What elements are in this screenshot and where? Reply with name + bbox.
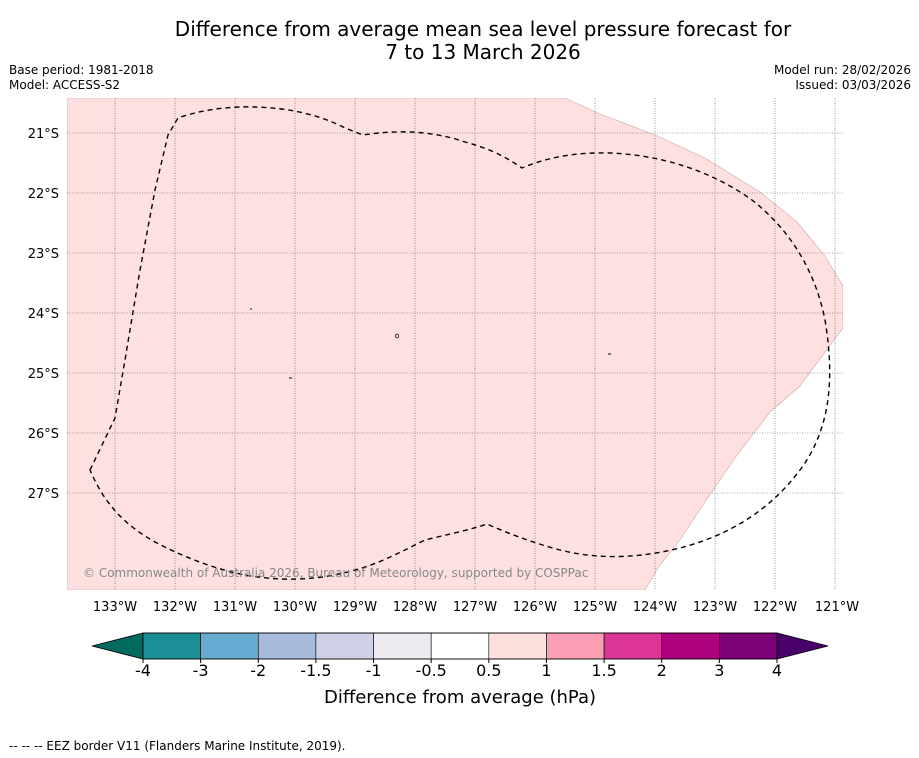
lon-label: 133°W — [93, 600, 137, 615]
lon-label: 131°W — [213, 600, 257, 615]
lon-label: 132°W — [153, 600, 197, 615]
lat-label: 23°S — [28, 247, 59, 262]
lon-label: 125°W — [573, 600, 617, 615]
colorbar-cell — [257, 632, 317, 660]
lat-label: 25°S — [28, 367, 59, 382]
colorbar-cell — [719, 632, 778, 660]
colorbar-tick-label: -0.5 — [416, 661, 447, 680]
map-title: Difference from average mean sea level p… — [0, 18, 919, 64]
colorbar: -4 -3 -2 -1.5 -1 -0.5 0.5 1 1.5 2 3 4 Difference fr… — [91, 632, 829, 708]
colorbar-cell — [200, 632, 259, 660]
colorbar-tick-label: 1 — [541, 661, 551, 680]
lat-label: 27°S — [28, 487, 59, 502]
lon-labels: 133°W 132°W 131°W 130°W 129°W 128°W 127°… — [93, 600, 859, 615]
colorbar-tick-label: -2 — [250, 661, 266, 680]
lon-label: 129°W — [333, 600, 377, 615]
colorbar-cell — [546, 632, 605, 660]
anomaly-shade — [67, 98, 843, 590]
lon-label: 124°W — [633, 600, 677, 615]
colorbar-tick-label: 0.5 — [476, 661, 501, 680]
lon-label: 123°W — [693, 600, 737, 615]
model-run: Model run: 28/02/2026 — [773, 63, 911, 77]
title-line-1: Difference from average mean sea level p… — [174, 17, 792, 41]
colorbar-tick-label: -3 — [193, 661, 209, 680]
colorbar-cell — [488, 632, 547, 660]
lon-label: 130°W — [273, 600, 317, 615]
colorbar-tick-label: 2 — [657, 661, 667, 680]
colorbar-tick-label: 3 — [714, 661, 724, 680]
colorbar-cell — [430, 632, 490, 660]
colorbar-frame — [142, 632, 778, 660]
meta-right: Model run: 28/02/2026 Issued: 03/03/2026 — [774, 63, 911, 93]
colorbar-high-extend — [776, 632, 829, 660]
colorbar-tick-label: -1 — [366, 661, 382, 680]
lat-label: 26°S — [28, 427, 59, 442]
issued-date: Issued: 03/03/2026 — [795, 78, 911, 92]
title-line-2: 7 to 13 March 2026 — [385, 40, 581, 64]
colorbar-label: Difference from average (hPa) — [324, 687, 596, 708]
base-period: Base period: 1981-2018 — [9, 63, 154, 77]
model-name: Model: ACCESS-S2 — [9, 78, 121, 92]
copyright-text: © Commonwealth of Australia 2026, Bureau… — [83, 566, 588, 580]
colorbar-tick-label: -1.5 — [300, 661, 331, 680]
island-2 — [394, 333, 399, 339]
colorbar-cell — [142, 632, 201, 660]
lon-label: 121°W — [815, 600, 859, 615]
island-1 — [250, 308, 252, 310]
lon-label: 128°W — [393, 600, 437, 615]
meta-left: Base period: 1981-2018 Model: ACCESS-S2 — [9, 63, 154, 93]
footer-note: -- -- -- EEZ border V11 (Flanders Marine… — [9, 739, 346, 753]
colorbar-cell — [661, 632, 720, 660]
graticule — [67, 98, 843, 590]
eez-border — [89, 106, 831, 580]
colorbar-cell — [603, 632, 663, 660]
colorbar-cell — [315, 632, 374, 660]
colorbar-tick-label: 4 — [772, 661, 782, 680]
colorbar-tick-label: 1.5 — [591, 661, 616, 680]
lon-label: 122°W — [753, 600, 797, 615]
colorbar-low-extend — [91, 632, 144, 660]
colorbar-cell — [373, 632, 432, 660]
lon-label: 126°W — [513, 600, 557, 615]
map-area: © Commonwealth of Australia 2026, Bureau… — [67, 98, 843, 590]
lat-label: 24°S — [28, 307, 59, 322]
lat-label: 22°S — [28, 187, 59, 202]
lat-label: 21°S — [28, 127, 59, 142]
colorbar-tick-label: -4 — [135, 661, 151, 680]
lon-label: 127°W — [453, 600, 497, 615]
lat-labels: 21°S 22°S 23°S 24°S 25°S 26°S 27°S — [28, 127, 59, 502]
